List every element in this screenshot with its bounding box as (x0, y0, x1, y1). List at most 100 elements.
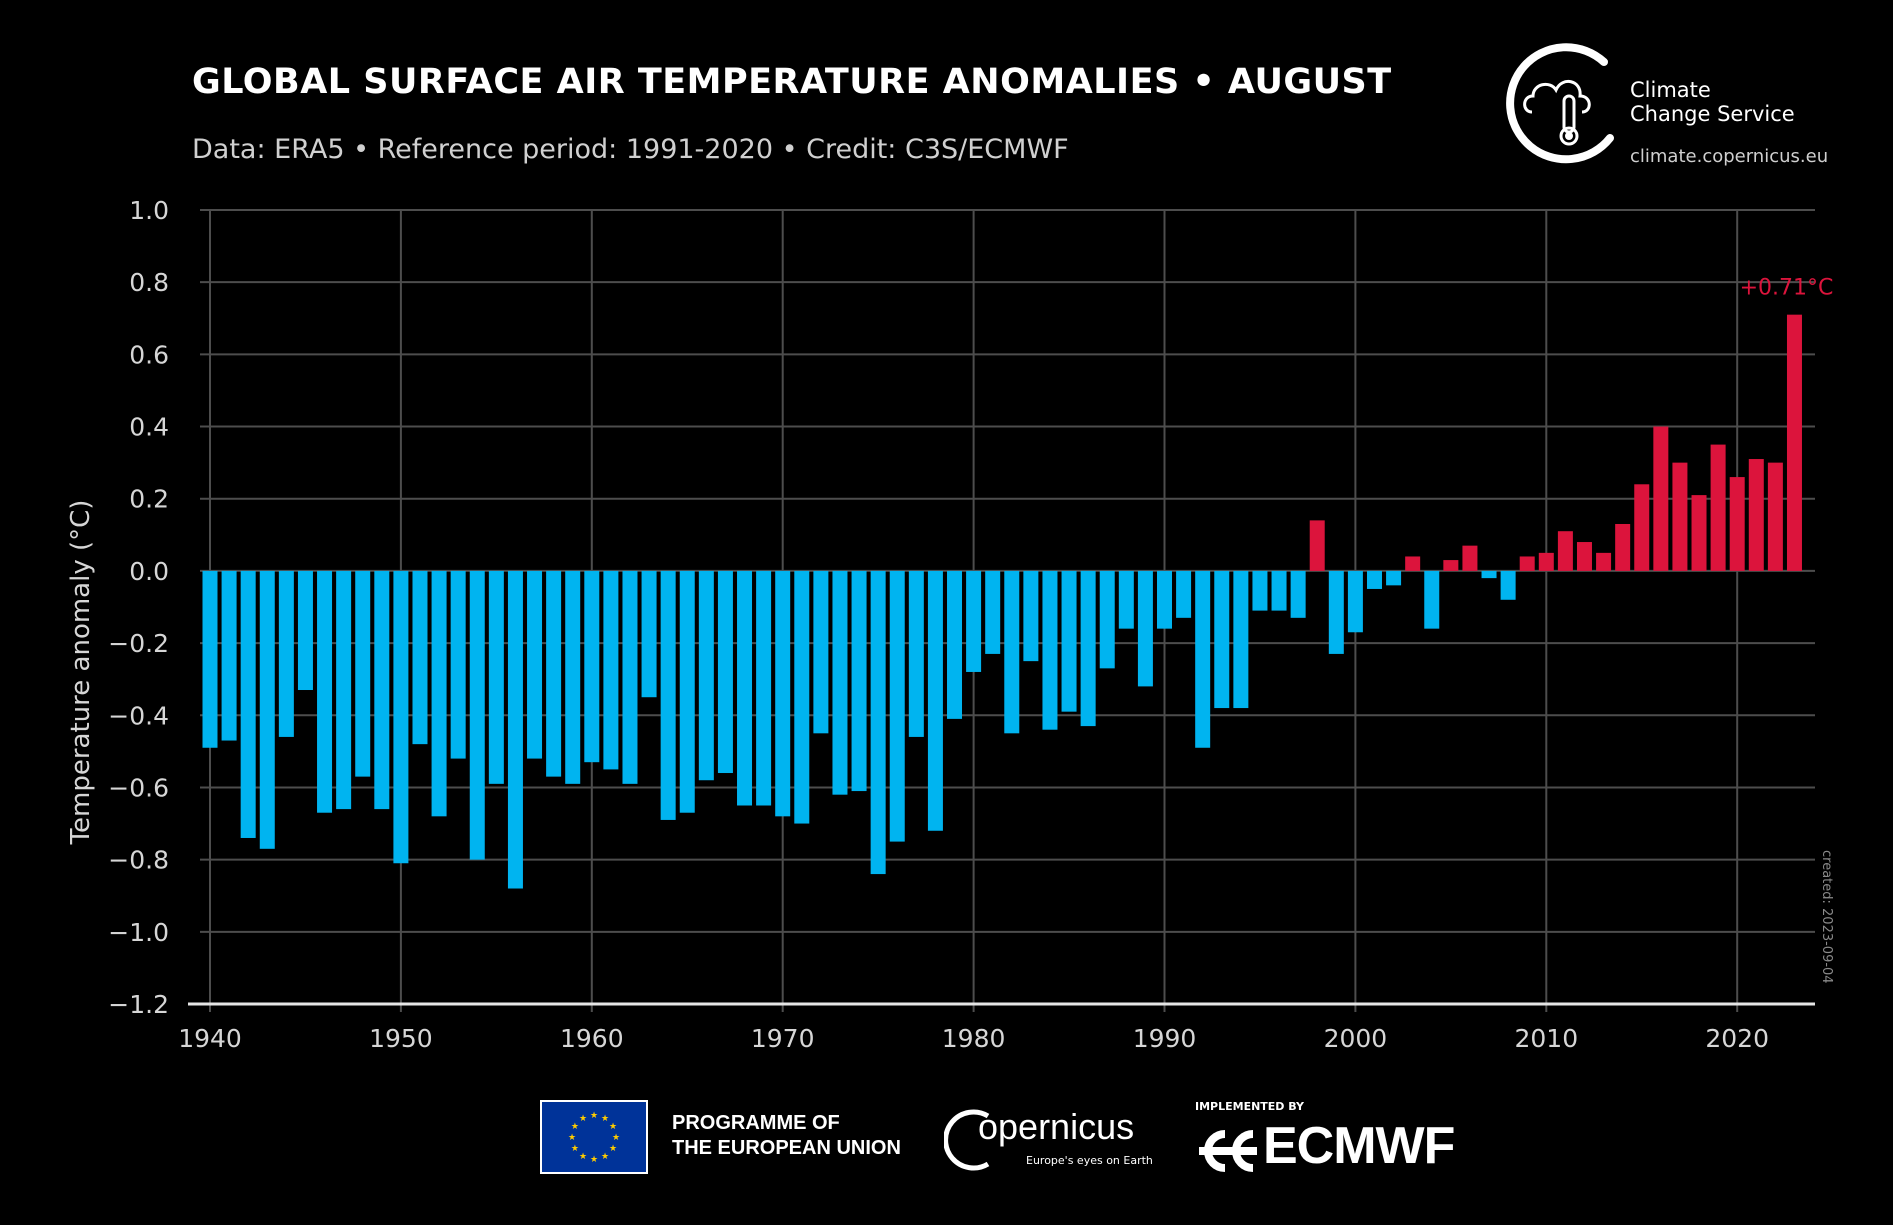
bar-1961 (603, 570, 619, 770)
eu-star: ★ (590, 1155, 598, 1165)
y-tick-label: 0.8 (129, 268, 169, 297)
x-tick-label: 1950 (369, 1024, 433, 1053)
bar-1969 (756, 570, 772, 806)
eu-star: ★ (601, 1114, 609, 1124)
bar-chart: 1.0 0.8 0.6 0.4 0.2 0.0 −0.2 −0.4 −0.6 −0.8 −1.0 −1… (66, 196, 1834, 1053)
bar-1945 (297, 570, 313, 691)
eu-star: ★ (601, 1152, 609, 1162)
bar-1953 (450, 570, 466, 759)
eu-star: ★ (571, 1122, 579, 1132)
x-tick-labels: 1940 1950 1960 1970 1980 1990 2000 2010 2020 (178, 1024, 1769, 1053)
bar-1977 (908, 570, 924, 737)
bar-1971 (794, 570, 810, 824)
eu-flag-icon: ★ ★ ★ ★ ★ ★ ★ ★ ★ ★ ★ ★ (540, 1100, 648, 1174)
c3s-url-link[interactable]: climate.copernicus.eu (1630, 146, 1829, 167)
bar-1985 (1061, 570, 1077, 712)
copernicus-name: opernicus (978, 1106, 1135, 1147)
bar-1956 (507, 570, 523, 889)
bar-2013 (1596, 552, 1612, 571)
eu-star: ★ (579, 1152, 587, 1162)
bar-1973 (832, 570, 848, 795)
y-tick-label: −0.4 (108, 701, 169, 730)
bar-2010 (1538, 552, 1554, 571)
y-tick-label: −0.8 (108, 846, 169, 875)
bar-1967 (717, 570, 733, 774)
y-tick-label: −1.0 (108, 918, 169, 947)
bar-1991 (1176, 570, 1192, 618)
copernicus-logo[interactable]: opernicus Europe's eyes on Earth (944, 1100, 1153, 1180)
bar-1992 (1195, 570, 1211, 748)
bars-layer (202, 314, 1802, 889)
eu-text-line1: PROGRAMME OF (672, 1112, 840, 1134)
bar-2014 (1615, 523, 1631, 571)
bar-1960 (584, 570, 600, 763)
x-tick-label: 2010 (1514, 1024, 1578, 1053)
bar-1941 (221, 570, 237, 741)
bar-1943 (259, 570, 275, 849)
x-tick-label: 2000 (1324, 1024, 1388, 1053)
c3s-cloud-thermometer-icon (1506, 43, 1614, 164)
bar-2011 (1557, 531, 1573, 571)
bar-1998 (1309, 520, 1325, 571)
eu-star: ★ (590, 1111, 598, 1121)
bar-1989 (1137, 570, 1153, 687)
c3s-name-line2: Change Service (1630, 102, 1795, 126)
bar-2008 (1500, 570, 1516, 600)
y-tick-label: −0.2 (108, 629, 169, 658)
bar-1995 (1252, 570, 1268, 611)
bar-1976 (889, 570, 905, 842)
bar-1978 (927, 570, 943, 831)
x-tick-label: 1980 (942, 1024, 1006, 1053)
bar-1949 (374, 570, 390, 810)
y-tick-label: −0.6 (108, 773, 169, 802)
bar-1979 (947, 570, 963, 719)
grid-layer (188, 209, 1815, 1012)
bar-1948 (355, 570, 371, 777)
bar-1993 (1214, 570, 1230, 709)
y-tick-label: 1.0 (129, 196, 169, 225)
bar-1959 (565, 570, 581, 784)
bar-2023 (1786, 314, 1802, 571)
bar-1940 (202, 570, 218, 748)
bar-1997 (1290, 570, 1306, 618)
bar-1988 (1118, 570, 1134, 629)
y-tick-label: 0.2 (129, 485, 169, 514)
max-value-annotation: +0.71°C (1740, 276, 1834, 301)
x-tick-label: 1990 (1133, 1024, 1197, 1053)
eu-star: ★ (571, 1144, 579, 1154)
c3s-logo[interactable]: Climate Change Service climate.copernicu… (1500, 40, 1830, 170)
bar-2016 (1653, 426, 1669, 571)
footer-logos: ★ ★ ★ ★ ★ ★ ★ ★ ★ ★ ★ ★ PROGRAMME OF THE EUROPEAN U… (0, 1090, 1893, 1225)
bar-2017 (1672, 462, 1688, 571)
ecmwf-logo[interactable]: IMPLEMENTED BY ECMWF (1195, 1100, 1495, 1180)
bar-1970 (775, 570, 791, 817)
bar-1983 (1023, 570, 1039, 662)
eu-text-line2: THE EUROPEAN UNION (672, 1137, 901, 1159)
bar-1980 (966, 570, 982, 672)
bar-2003 (1405, 556, 1421, 571)
bar-1947 (336, 570, 352, 810)
bar-1957 (527, 570, 543, 759)
chart-title: GLOBAL SURFACE AIR TEMPERATURE ANOMALIES… (192, 62, 1392, 102)
x-tick-label: 1940 (178, 1024, 242, 1053)
y-axis-label: Temperature anomaly (°C) (66, 500, 96, 846)
bar-1964 (660, 570, 676, 820)
bar-1958 (546, 570, 562, 777)
ecmwf-implemented-by: IMPLEMENTED BY (1195, 1100, 1305, 1113)
bar-2012 (1576, 542, 1592, 571)
x-tick-label: 1960 (560, 1024, 624, 1053)
eu-star: ★ (609, 1122, 617, 1132)
ecmwf-name: ECMWF (1263, 1117, 1455, 1175)
bar-2007 (1481, 570, 1497, 579)
bar-2006 (1462, 545, 1478, 571)
bar-1990 (1157, 570, 1172, 629)
bar-1968 (737, 570, 753, 806)
c3s-name-line1: Climate (1630, 78, 1711, 102)
bar-1974 (851, 570, 867, 792)
eu-star: ★ (612, 1133, 620, 1143)
bar-1946 (317, 570, 333, 813)
eu-star: ★ (609, 1144, 617, 1154)
bar-2015 (1634, 484, 1650, 571)
copernicus-tagline: Europe's eyes on Earth (1026, 1154, 1153, 1167)
bar-1962 (622, 570, 638, 784)
